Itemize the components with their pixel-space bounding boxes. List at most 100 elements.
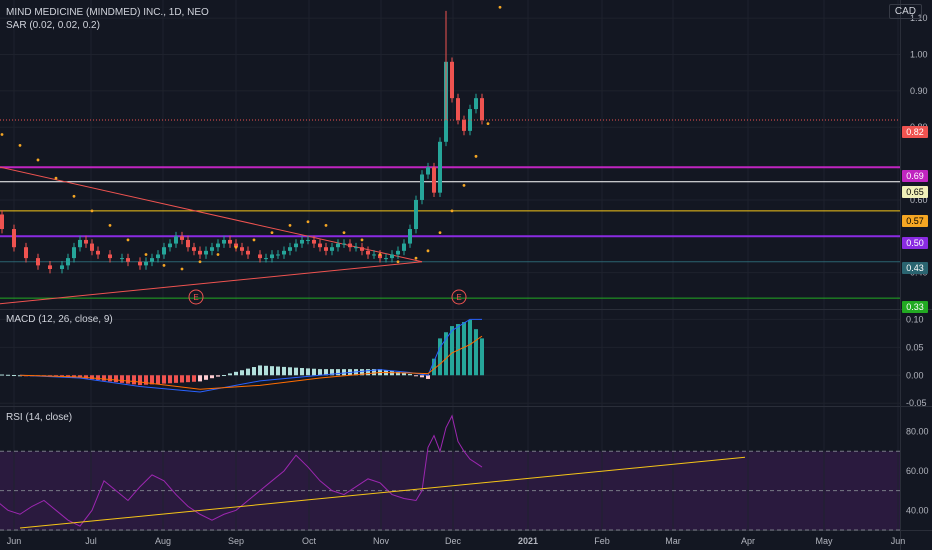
macd-histogram-bar bbox=[450, 326, 454, 376]
macd-histogram-bar bbox=[114, 375, 118, 383]
candle-body bbox=[378, 254, 382, 259]
sar-dot bbox=[180, 267, 184, 271]
sar-dot bbox=[306, 220, 310, 224]
macd-histogram-bar bbox=[444, 332, 448, 376]
macd-histogram-bar bbox=[246, 368, 250, 376]
macd-histogram-bar bbox=[252, 367, 256, 376]
sar-dot bbox=[324, 223, 328, 227]
candle-body bbox=[270, 254, 274, 259]
macd-histogram-bar bbox=[282, 366, 286, 376]
currency-badge[interactable]: CAD bbox=[888, 4, 922, 19]
sar-dot bbox=[378, 253, 382, 256]
candle-body bbox=[162, 247, 166, 255]
macd-histogram-bar bbox=[312, 368, 316, 376]
macd-histogram-bar bbox=[330, 369, 334, 376]
macd-histogram-bar bbox=[402, 373, 406, 376]
candle-body bbox=[300, 239, 304, 244]
price-badge bbox=[902, 186, 928, 198]
candle-body bbox=[150, 258, 154, 262]
trendline bbox=[0, 261, 423, 305]
candle-body bbox=[318, 243, 322, 248]
macd-histogram-bar bbox=[342, 369, 346, 376]
candle-body bbox=[354, 247, 358, 249]
candle-body bbox=[66, 258, 70, 266]
candle-body bbox=[450, 61, 454, 99]
sar-dot bbox=[36, 158, 40, 162]
rsi-trendline bbox=[19, 456, 746, 529]
candle-body bbox=[78, 239, 82, 248]
sar-dot bbox=[162, 263, 166, 267]
sar-dot bbox=[216, 253, 220, 256]
macd-histogram-bar bbox=[474, 329, 478, 376]
candle-body bbox=[288, 247, 292, 251]
macd-histogram-bar bbox=[270, 366, 274, 376]
macd-histogram-bar bbox=[396, 372, 400, 376]
candle-body bbox=[24, 247, 28, 259]
macd-histogram-bar bbox=[126, 375, 130, 384]
macd-histogram-bar bbox=[366, 369, 370, 376]
candle-body bbox=[12, 229, 16, 248]
candle-body bbox=[360, 247, 364, 251]
candle-body bbox=[432, 167, 436, 193]
earnings-event-label: E bbox=[456, 293, 461, 302]
sar-dot bbox=[126, 238, 130, 242]
price-badge bbox=[902, 215, 928, 227]
candle-body bbox=[366, 250, 370, 255]
candle-body bbox=[342, 243, 346, 245]
macd-histogram-bar bbox=[90, 375, 94, 380]
macd-histogram-bar bbox=[144, 375, 148, 385]
time-axis-label: Feb bbox=[594, 536, 610, 546]
candle-body bbox=[456, 98, 460, 120]
time-axis-label: Dec bbox=[445, 536, 462, 546]
macd-histogram-bar bbox=[408, 374, 412, 376]
macd-histogram-bar bbox=[426, 375, 430, 379]
sar-dot bbox=[498, 5, 502, 9]
macd-histogram-bar bbox=[168, 375, 172, 384]
sar-dot bbox=[144, 253, 148, 256]
candle-body bbox=[438, 141, 442, 193]
macd-histogram-bar bbox=[132, 375, 136, 385]
candle-body bbox=[246, 250, 250, 255]
sar-dot bbox=[108, 223, 112, 227]
macd-histogram-bar bbox=[420, 375, 424, 378]
macd-histogram-bar bbox=[432, 358, 436, 376]
candle-body bbox=[210, 247, 214, 251]
candle-body bbox=[192, 247, 196, 251]
macd-histogram-bar bbox=[120, 375, 124, 383]
macd-histogram-bar bbox=[294, 367, 298, 376]
candle-body bbox=[468, 109, 472, 131]
earnings-event-marker bbox=[451, 289, 467, 305]
candle-body bbox=[120, 258, 124, 260]
candle-body bbox=[138, 261, 142, 266]
price-badge-label: 0.50 bbox=[906, 238, 924, 248]
time-axis-label: Aug bbox=[155, 536, 171, 546]
macd-histogram-bar bbox=[414, 375, 418, 377]
macd-histogram-bar bbox=[264, 365, 268, 376]
price-badge-label: 0.69 bbox=[906, 171, 924, 181]
candle-body bbox=[402, 243, 406, 251]
sar-dot bbox=[270, 231, 274, 235]
earnings-event-marker bbox=[188, 289, 204, 305]
candle-body bbox=[96, 250, 100, 255]
macd-histogram-bar bbox=[192, 375, 196, 382]
macd-histogram-bar bbox=[174, 375, 178, 383]
macd-histogram-bar bbox=[234, 371, 238, 376]
macd-histogram-bar bbox=[6, 374, 10, 376]
candle-body bbox=[384, 258, 388, 260]
macd-histogram-bar bbox=[150, 375, 154, 385]
candle-body bbox=[324, 247, 328, 251]
symbol-title: MIND MEDICINE (MINDMED) INC., 1D, NEO bbox=[6, 7, 209, 18]
time-axis-label: Sep bbox=[228, 536, 244, 546]
macd-histogram-bar bbox=[480, 338, 484, 376]
macd-histogram-bar bbox=[102, 375, 106, 381]
sar-dot bbox=[342, 231, 346, 235]
macd-histogram-bar bbox=[360, 369, 364, 376]
time-axis-label: Jul bbox=[85, 536, 97, 546]
candle-body bbox=[126, 258, 130, 262]
candle-body bbox=[240, 247, 244, 251]
macd-histogram-bar bbox=[258, 365, 262, 376]
macd-histogram-bar bbox=[306, 368, 310, 376]
macd-histogram-bar bbox=[204, 375, 208, 380]
time-axis-label: Oct bbox=[302, 536, 317, 546]
